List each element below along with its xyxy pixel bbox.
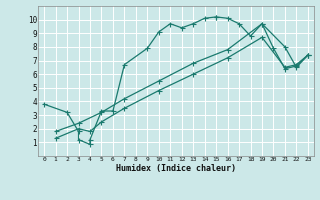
X-axis label: Humidex (Indice chaleur): Humidex (Indice chaleur) [116, 164, 236, 173]
